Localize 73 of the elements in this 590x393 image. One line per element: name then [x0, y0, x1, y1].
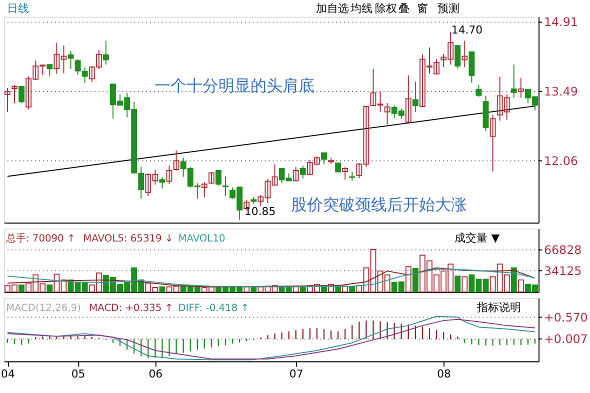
text: 叠	[398, 2, 410, 15]
annotation: MACD(12,26,9)	[6, 302, 81, 314]
text: 日线	[6, 2, 29, 15]
bar	[159, 286, 166, 292]
bar	[462, 276, 468, 292]
candlestick	[102, 40, 109, 66]
text: 均线	[349, 2, 372, 15]
bar	[250, 287, 257, 292]
candlestick	[68, 50, 74, 70]
candlestick	[201, 182, 208, 198]
candlestick	[468, 51, 475, 84]
candlestick	[173, 150, 180, 171]
annotation: DIFF: -0.418 ↑	[178, 302, 250, 314]
bar	[244, 286, 250, 292]
y-tick-label: +0.007	[544, 332, 588, 346]
candlestick	[159, 176, 166, 190]
bar	[18, 284, 25, 292]
y-tick-label: 34125	[544, 264, 582, 278]
candlestick	[384, 102, 390, 126]
candlestick	[462, 40, 468, 68]
candlestick	[454, 45, 461, 69]
candlestick	[335, 162, 342, 173]
annotation: 总手: 70090 ↑	[4, 232, 76, 244]
bar	[412, 268, 418, 292]
y-tick-label: 12.06	[544, 154, 578, 168]
candlestick	[46, 64, 53, 76]
annotation: 一个十分明显的头肩底	[154, 76, 314, 96]
x-tick-label: 04	[1, 368, 15, 381]
annotation: 10.85	[244, 204, 276, 218]
annotation: 14.70	[451, 24, 483, 37]
x-tick-label: 05	[71, 368, 86, 381]
candlestick	[166, 165, 172, 185]
bar	[518, 279, 524, 292]
candlestick	[216, 170, 222, 186]
text: 加自选	[316, 2, 350, 15]
candlestick	[510, 64, 517, 98]
candlestick	[342, 166, 348, 180]
candlestick	[18, 86, 25, 104]
x-tick-label: 08	[437, 368, 452, 381]
bar	[300, 286, 306, 292]
y-tick-label: +0.570	[544, 310, 588, 325]
annotation: 指标说明	[476, 300, 521, 314]
candlestick	[405, 74, 412, 123]
bar	[405, 266, 412, 292]
x-tick-label: 07	[289, 368, 304, 381]
bar	[510, 267, 517, 292]
candlestick	[412, 81, 418, 112]
text: 窗	[417, 2, 428, 15]
candlestick	[321, 152, 327, 165]
y-tick-label: 13.49	[544, 84, 578, 98]
x-tick-label: 06	[148, 368, 163, 381]
bar	[328, 284, 334, 292]
candlestick	[12, 84, 18, 104]
candlestick	[490, 114, 496, 172]
text: 预测	[437, 2, 460, 15]
annotation: 成交量 ▼	[454, 231, 500, 244]
annotation: MACD: +0.335 ↑	[89, 302, 174, 314]
annotation: 股价突破颈线后开始大涨	[291, 194, 468, 214]
candlestick	[208, 171, 214, 185]
bar	[454, 276, 461, 292]
text: 除权	[375, 2, 398, 15]
candlestick	[222, 176, 228, 196]
candlestick	[300, 165, 306, 179]
bar	[349, 286, 356, 292]
candlestick	[4, 88, 10, 112]
candlestick	[476, 84, 482, 98]
annotation: MAVOL5: 65319 ↓	[83, 233, 174, 244]
annotation: MAVOL10	[178, 233, 226, 244]
bar	[46, 284, 53, 292]
y-tick-label: 66828	[544, 243, 582, 258]
candlestick	[518, 77, 524, 98]
candlestick	[292, 166, 299, 182]
y-tick-label: 14.91	[544, 15, 578, 30]
